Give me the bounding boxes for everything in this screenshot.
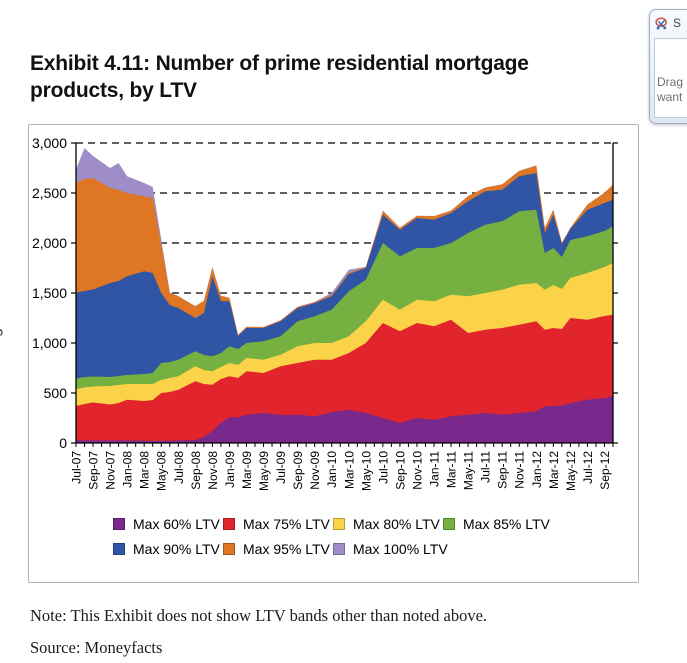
snipping-tool-icon: [655, 17, 667, 30]
svg-text:Nov-08: Nov-08: [206, 451, 220, 490]
svg-text:Mar-11: Mar-11: [445, 451, 459, 488]
svg-text:Mar-09: Mar-09: [240, 451, 254, 489]
svg-text:Mar-12: Mar-12: [547, 451, 561, 489]
chart-source: Source: Moneyfacts: [30, 637, 163, 657]
legend-label: Max 80% LTV: [353, 515, 440, 532]
legend-item: Max 100% LTV: [333, 541, 483, 557]
svg-text:Sep-10: Sep-10: [393, 451, 407, 490]
svg-text:Nov-09: Nov-09: [308, 451, 322, 490]
legend-swatch: [333, 542, 345, 555]
svg-text:May-12: May-12: [564, 451, 578, 491]
svg-text:Mar-10: Mar-10: [342, 451, 356, 489]
svg-text:May-08: May-08: [155, 451, 169, 491]
legend-label: Max 100% LTV: [353, 540, 448, 557]
legend-item: Max 75% LTV: [223, 516, 333, 532]
svg-text:0: 0: [59, 435, 67, 451]
legend-swatch: [333, 517, 345, 530]
legend-swatch: [113, 542, 125, 555]
y-axis-title-partial: s: [0, 329, 6, 337]
legend-item: Max 60% LTV: [113, 516, 223, 532]
svg-text:Jan-08: Jan-08: [121, 451, 135, 488]
svg-text:Sep-12: Sep-12: [598, 451, 612, 490]
snipping-tool-window[interactable]: S Drag want: [649, 9, 687, 124]
svg-text:Sep-09: Sep-09: [291, 451, 305, 490]
legend-row-2: Max 90% LTV Max 95% LTV Max 100% LTV: [113, 536, 593, 561]
legend-item: Max 90% LTV: [113, 541, 223, 557]
legend-item: Max 95% LTV: [223, 541, 333, 557]
legend-item: Max 85% LTV: [443, 516, 593, 532]
svg-text:Mar-08: Mar-08: [138, 451, 152, 489]
svg-text:Sep-07: Sep-07: [87, 451, 101, 490]
svg-text:May-10: May-10: [359, 451, 373, 491]
svg-text:Nov-10: Nov-10: [411, 451, 425, 490]
snipping-tool-body: Drag want: [654, 38, 687, 118]
svg-text:Jul-09: Jul-09: [274, 451, 288, 484]
svg-text:Nov-11: Nov-11: [513, 451, 527, 489]
legend-swatch: [113, 517, 125, 530]
svg-text:Jan-12: Jan-12: [530, 451, 544, 488]
svg-text:500: 500: [44, 385, 68, 401]
legend-swatch: [443, 517, 455, 530]
svg-text:Jul-07: Jul-07: [70, 451, 84, 484]
svg-text:1,500: 1,500: [32, 285, 67, 301]
legend-label: Max 95% LTV: [243, 540, 330, 557]
legend-swatch: [223, 517, 235, 530]
svg-text:May-11: May-11: [462, 451, 476, 490]
snipping-tool-title-partial: S: [673, 16, 682, 30]
legend-label: Max 60% LTV: [133, 515, 220, 532]
svg-text:Sep-11: Sep-11: [496, 451, 510, 489]
legend-swatch: [223, 542, 235, 555]
svg-text:Nov-07: Nov-07: [104, 451, 118, 490]
snipping-tool-header: S: [650, 10, 687, 36]
svg-text:Jan-09: Jan-09: [223, 451, 237, 488]
snipping-tool-instruction: Drag want: [657, 75, 684, 104]
chart-legend: Max 60% LTV Max 75% LTV Max 80% LTV Max 85%…: [113, 511, 593, 561]
svg-text:Jul-11: Jul-11: [479, 451, 493, 483]
svg-text:May-09: May-09: [257, 451, 271, 491]
legend-label: Max 85% LTV: [463, 515, 550, 532]
svg-text:3,000: 3,000: [32, 135, 67, 151]
svg-text:Jul-10: Jul-10: [376, 451, 390, 484]
svg-text:2,000: 2,000: [32, 235, 67, 251]
legend-row-1: Max 60% LTV Max 75% LTV Max 80% LTV Max 85%…: [113, 511, 593, 536]
svg-text:1,000: 1,000: [32, 335, 67, 351]
chart-panel: 0 500 1,000 1,500 2,000 2,500 3,000 Jul-07 Sep-0…: [28, 124, 639, 583]
legend-label: Max 75% LTV: [243, 515, 330, 532]
svg-text:Sep-08: Sep-08: [189, 451, 203, 490]
svg-text:Jul-08: Jul-08: [172, 451, 186, 484]
chart-note: Note: This Exhibit does not show LTV ban…: [30, 605, 488, 625]
legend-item: Max 80% LTV: [333, 516, 443, 532]
svg-text:Jan-10: Jan-10: [325, 451, 339, 488]
legend-label: Max 90% LTV: [133, 540, 220, 557]
svg-text:Jul-12: Jul-12: [581, 451, 595, 484]
svg-text:Jan-11: Jan-11: [428, 451, 442, 487]
svg-text:2,500: 2,500: [32, 185, 67, 201]
page-title: Exhibit 4.11: Number of prime residentia…: [30, 52, 529, 103]
